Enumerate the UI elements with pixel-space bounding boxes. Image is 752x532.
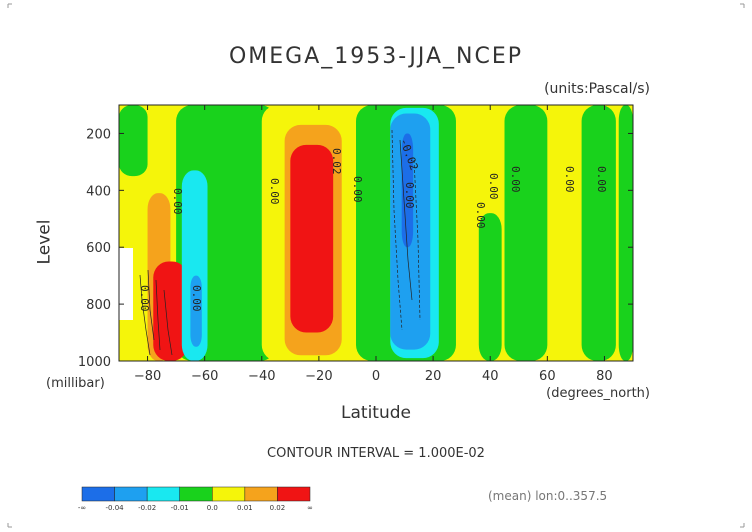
colorbar-swatch <box>146 486 180 502</box>
colorbar-label: -0.01 <box>171 504 189 512</box>
page-corner-marks <box>7 3 745 528</box>
x-axis-unit: (degrees_north) <box>546 386 650 401</box>
y-tick-label: 200 <box>86 127 111 142</box>
contour-label: 0.00 <box>190 285 203 312</box>
colorbar-swatch <box>114 486 148 502</box>
contour-region-zero <box>478 213 502 361</box>
contour-region-p02 <box>290 144 334 333</box>
colorbar-swatch <box>81 486 115 502</box>
contour-label: 0.00 <box>268 178 281 205</box>
x-tick-label: −80 <box>134 369 161 384</box>
x-axis-label: Latitude <box>341 403 411 423</box>
colorbar-label: -0.04 <box>106 504 125 512</box>
contour-region-zero <box>618 105 633 361</box>
colorbar-label: 0.01 <box>237 504 253 512</box>
missing-data-patch <box>119 248 133 320</box>
y-tick-label: 600 <box>86 241 111 256</box>
contour-region-n02 <box>190 275 202 347</box>
colorbar-label: 0.02 <box>270 504 286 512</box>
averaging-info: (mean) lon:0..357.5 <box>488 489 608 503</box>
colorbar-swatch <box>277 486 311 502</box>
contour-label: 0.00 <box>171 188 184 215</box>
x-tick-label: 80 <box>596 369 613 384</box>
contour-label: 0.02 <box>330 148 343 175</box>
contour-label: 0.00 <box>487 173 500 200</box>
x-tick-label: −20 <box>305 369 332 384</box>
contour-region-n04 <box>401 133 414 248</box>
x-tick-label: 60 <box>539 369 556 384</box>
colorbar-swatch <box>244 486 278 502</box>
colorbar-swatch <box>212 486 246 502</box>
x-tick-label: −60 <box>191 369 218 384</box>
units-label: (units:Pascal/s) <box>544 81 650 97</box>
contour-region-zero <box>504 105 548 361</box>
contour-lines <box>139 129 421 356</box>
y-axis-label: Level <box>34 219 55 265</box>
contour-label: 0.00 <box>138 285 151 312</box>
contour-label: 0.00 <box>351 176 364 203</box>
colorbar-label: -0.02 <box>138 504 156 512</box>
x-tick-label: 40 <box>482 369 499 384</box>
x-tick-label: 20 <box>425 369 442 384</box>
chart-title: OMEGA_1953-JJA_NCEP <box>228 44 524 69</box>
contour-label: 0.00 <box>403 182 416 209</box>
contour-label: 0.00 <box>474 202 487 229</box>
contour-label: 0.00 <box>563 166 576 193</box>
contour-fill-regions <box>119 105 633 361</box>
axis-ticks: −80 −60 −40 −20 0 20 40 60 80 200 400 600 800 1000 <box>78 105 633 384</box>
contour-details: 0.00 0.00 0.00 0.02 0.00 -0.02 0.00 0.00… <box>119 129 608 356</box>
colorbar-label: 0.0 <box>207 504 218 512</box>
y-tick-label: 400 <box>86 184 111 199</box>
contour-region-zero <box>581 105 616 361</box>
contour-interval-text: CONTOUR INTERVAL = 1.000E-02 <box>267 446 485 461</box>
contour-label: 0.00 <box>509 166 522 193</box>
x-tick-label: −40 <box>248 369 275 384</box>
colorbar: -∞ -0.04 -0.02 -0.01 0.0 0.01 0.02 ∞ <box>78 486 313 512</box>
y-axis-unit: (millibar) <box>46 376 105 391</box>
y-tick-label: 800 <box>86 298 111 313</box>
contour-label: 0.00 <box>595 166 608 193</box>
y-tick-label: 1000 <box>78 355 111 370</box>
colorbar-label: ∞ <box>307 504 313 512</box>
contour-region-zero <box>119 105 148 177</box>
colorbar-swatch <box>179 486 213 502</box>
contour-line-labels: 0.00 0.00 0.00 0.02 0.00 -0.02 0.00 0.00… <box>138 137 608 312</box>
colorbar-label: -∞ <box>78 504 86 512</box>
contour-region-p02 <box>153 261 188 361</box>
x-tick-label: 0 <box>372 369 380 384</box>
